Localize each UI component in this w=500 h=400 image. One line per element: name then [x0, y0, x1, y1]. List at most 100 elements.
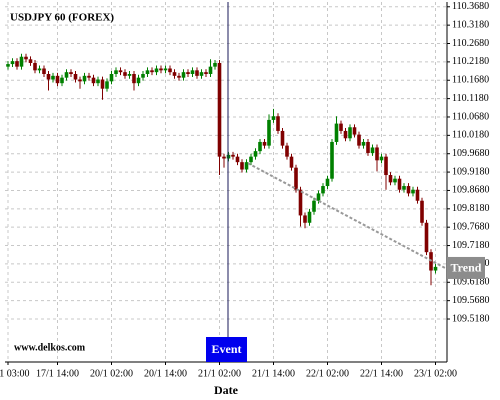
candle-body	[357, 134, 361, 146]
candle-body	[339, 123, 343, 131]
candle-body	[132, 74, 136, 84]
chart-title: USDJPY 60 (FOREX)	[10, 12, 114, 24]
y-tick-label: 110.3680	[452, 1, 489, 12]
candle-body	[172, 72, 177, 76]
candle-body	[213, 62, 217, 67]
candle-body	[325, 178, 330, 187]
candle-body	[37, 68, 42, 71]
candle-body	[370, 147, 375, 153]
x-tick-label: 17/1 14:00	[36, 368, 79, 379]
candle-body	[222, 156, 226, 159]
candle-body	[163, 68, 168, 71]
candle-body	[235, 156, 240, 163]
candle-body	[303, 215, 307, 223]
candle-body	[285, 145, 289, 157]
candle-body	[51, 75, 55, 80]
candle-body	[46, 74, 51, 80]
candle-body	[307, 211, 312, 223]
candle-body	[406, 186, 411, 194]
y-tick-label: 109.8180	[452, 203, 490, 214]
y-tick-label: 109.5680	[452, 295, 490, 306]
candle-body	[321, 186, 325, 194]
candle-body	[10, 61, 15, 65]
candle-body	[411, 189, 415, 194]
candle-body	[159, 68, 163, 71]
candle-body	[217, 62, 222, 157]
candle-body	[375, 147, 379, 161]
candle-body	[64, 72, 69, 78]
candle-body	[150, 70, 154, 73]
candles	[6, 53, 438, 286]
candle-body	[204, 72, 208, 74]
y-tick-label: 109.7180	[452, 240, 490, 251]
x-tick-label: 22/1 14:00	[360, 368, 403, 379]
x-tick-label: 17/1 03:00	[0, 368, 30, 379]
candle-body	[177, 75, 181, 78]
y-tick-label: 110.1180	[452, 93, 489, 104]
candle-body	[316, 193, 321, 201]
candle-body	[420, 200, 424, 223]
candle-body	[123, 72, 127, 76]
y-tick-label: 110.0680	[452, 111, 489, 122]
candle-body	[348, 127, 352, 139]
y-tick-label: 109.7680	[452, 221, 490, 232]
y-tick-label: 110.2180	[452, 56, 489, 67]
candle-body	[181, 72, 186, 78]
candle-body	[271, 116, 276, 120]
candle-body	[82, 75, 87, 82]
candle-body	[105, 81, 109, 89]
candle-body	[109, 74, 114, 82]
candle-body	[267, 119, 271, 146]
candle-body	[136, 77, 141, 84]
x-tick-label: 21/1 02:00	[198, 368, 241, 379]
candle-body	[330, 141, 334, 179]
event-label: Event	[212, 342, 242, 356]
candle-body	[415, 189, 420, 201]
candle-body	[168, 68, 172, 73]
candle-body	[118, 70, 123, 73]
candle-body	[249, 156, 253, 163]
candle-body	[298, 189, 303, 216]
y-tick-label: 109.9680	[452, 148, 490, 159]
watermark: www.delkos.com	[14, 342, 86, 353]
candle-body	[388, 175, 393, 183]
candle-body	[199, 72, 204, 76]
candle-body	[384, 156, 388, 176]
candle-body	[24, 56, 28, 60]
candle-body	[424, 222, 429, 253]
x-tick-label: 20/1 14:00	[144, 368, 187, 379]
candle-body	[276, 116, 280, 131]
candle-body	[87, 75, 91, 78]
candle-body	[397, 178, 402, 190]
candle-body	[154, 68, 159, 73]
candle-body	[280, 130, 285, 146]
candle-body	[240, 162, 244, 170]
candle-body	[361, 141, 366, 146]
candle-body	[366, 141, 370, 153]
candle-body	[195, 70, 199, 76]
candle-body	[352, 127, 357, 135]
y-tick-label: 109.6180	[452, 277, 490, 288]
candle-body	[379, 156, 384, 161]
candle-body	[114, 70, 118, 74]
x-tick-label: 20/1 02:00	[90, 368, 133, 379]
candle-body	[78, 79, 82, 82]
candle-body	[186, 72, 190, 74]
y-tick-label: 109.8680	[452, 185, 490, 196]
candle-body	[141, 74, 145, 78]
candle-body	[145, 70, 150, 74]
candle-body	[28, 59, 33, 63]
candle-body	[208, 66, 213, 74]
candle-body	[60, 77, 64, 84]
y-tick-label: 110.0180	[452, 130, 489, 141]
candle-body	[33, 62, 37, 71]
y-tick-label: 110.3180	[452, 19, 489, 30]
candle-body	[231, 154, 235, 157]
x-tick-label: 23/1 02:00	[414, 368, 457, 379]
x-axis-title: Date	[214, 383, 239, 397]
trend-box	[447, 256, 485, 279]
candle-body	[262, 141, 267, 146]
overlay-layer: Trend	[247, 162, 485, 279]
